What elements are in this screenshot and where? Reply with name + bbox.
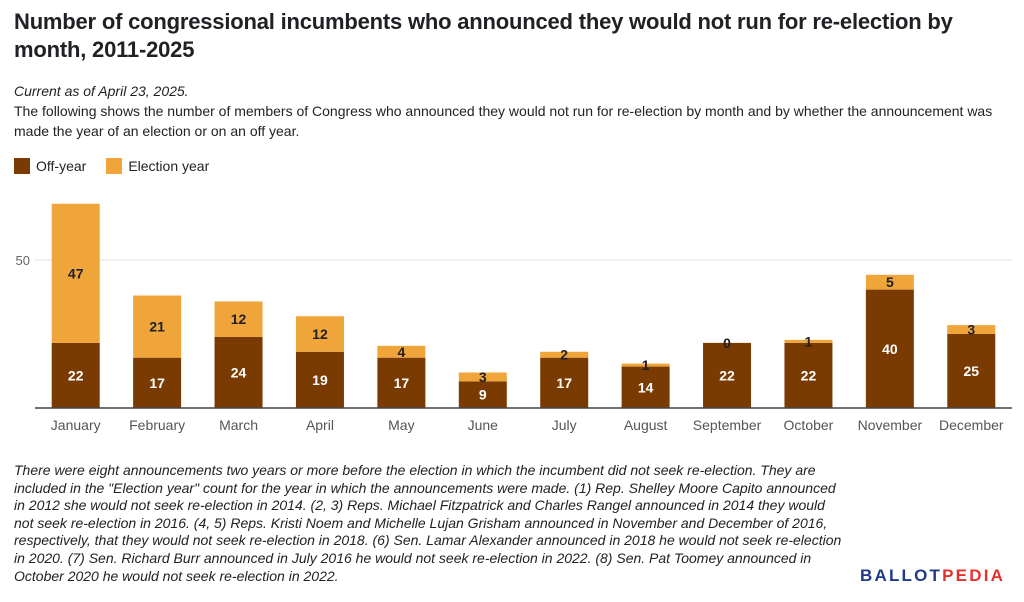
bar-chart: 502247January1721February2412March1912Ap…: [16, 203, 1012, 433]
legend-item-off-year: Off-year: [14, 158, 86, 174]
data-label-off-year-november: 40: [882, 341, 898, 357]
x-tick-label-march: March: [219, 417, 258, 433]
bar-off-year-april: [295, 351, 344, 408]
chart-description: The following shows the number of member…: [14, 103, 993, 139]
logo-text-ballot: BALLOT: [860, 566, 943, 585]
bar-off-year-may: [377, 357, 426, 408]
legend-label-off-year: Off-year: [36, 158, 87, 174]
x-tick-label-august: August: [624, 417, 668, 433]
current-as-of: Current as of April 23, 2025.: [14, 83, 189, 99]
data-label-off-year-june: 9: [479, 387, 487, 403]
bar-election-year-july: [540, 351, 589, 358]
data-label-election-year-april: 12: [312, 326, 328, 342]
data-label-election-year-january: 47: [68, 265, 84, 281]
bar-election-year-october: [784, 339, 833, 343]
legend-label-election-year: Election year: [128, 158, 210, 174]
bar-election-year-november: [865, 274, 914, 290]
data-label-off-year-february: 17: [149, 375, 165, 391]
data-label-election-year-may: 4: [397, 344, 405, 360]
bar-election-year-april: [295, 316, 344, 352]
bar-election-year-may: [377, 345, 426, 358]
data-label-election-year-july: 2: [560, 347, 568, 363]
data-label-election-year-december: 3: [967, 322, 975, 338]
data-label-off-year-december: 25: [964, 363, 980, 379]
bar-off-year-january: [51, 342, 100, 408]
data-label-election-year-june: 3: [479, 369, 487, 385]
x-tick-label-may: May: [388, 417, 414, 433]
bar-off-year-september: [703, 342, 752, 408]
x-tick-label-july: July: [552, 417, 577, 433]
bar-election-year-august: [621, 363, 670, 367]
x-tick-label-february: February: [129, 417, 185, 433]
data-label-off-year-october: 22: [801, 367, 817, 383]
data-label-off-year-march: 24: [231, 364, 247, 380]
data-label-off-year-september: 22: [719, 367, 735, 383]
data-label-off-year-july: 17: [556, 375, 572, 391]
bar-election-year-march: [214, 301, 263, 337]
data-label-off-year-august: 14: [638, 379, 654, 395]
x-tick-label-november: November: [858, 417, 923, 433]
chart-legend: Off-year Election year: [14, 156, 229, 176]
chart-subtitle: Current as of April 23, 2025. The follow…: [14, 81, 1004, 141]
bar-election-year-june: [458, 372, 507, 382]
data-label-off-year-january: 22: [68, 367, 84, 383]
x-tick-label-june: June: [468, 417, 499, 433]
chart-title: Number of congressional incumbents who a…: [14, 9, 953, 62]
data-label-election-year-february: 21: [149, 319, 165, 335]
data-label-off-year-april: 19: [312, 372, 328, 388]
bar-off-year-november: [865, 289, 914, 408]
bar-off-year-june: [458, 381, 507, 408]
x-tick-label-april: April: [306, 417, 334, 433]
bar-election-year-february: [133, 295, 182, 358]
y-tick-label-50: 50: [16, 253, 30, 268]
x-tick-label-january: January: [51, 417, 101, 433]
bar-off-year-august: [621, 366, 670, 408]
logo-text-pedia: PEDIA: [942, 566, 1006, 585]
bar-off-year-december: [947, 334, 996, 408]
data-label-election-year-march: 12: [231, 311, 247, 327]
legend-item-election-year: Election year: [106, 158, 209, 174]
legend-swatch-off-year: [14, 158, 30, 174]
bar-election-year-december: [947, 325, 996, 334]
data-label-election-year-august: 1: [642, 357, 650, 373]
legend-swatch-election-year: [106, 158, 123, 174]
x-tick-label-december: December: [939, 417, 1004, 433]
x-tick-label-september: September: [693, 417, 762, 433]
data-label-election-year-october: 1: [805, 333, 813, 349]
bar-off-year-october: [784, 342, 833, 408]
data-label-election-year-september: 0: [723, 335, 731, 351]
x-tick-label-october: October: [784, 417, 834, 433]
ballotpedia-logo: BALLOTPEDIA: [860, 566, 1005, 586]
data-label-off-year-may: 17: [394, 375, 410, 391]
data-label-election-year-november: 5: [886, 274, 894, 290]
bar-off-year-march: [214, 336, 263, 408]
bar-election-year-january: [51, 203, 100, 343]
chart-footnote: There were eight announcements two years…: [14, 462, 842, 584]
bar-off-year-february: [133, 357, 182, 408]
bar-off-year-july: [540, 357, 589, 408]
